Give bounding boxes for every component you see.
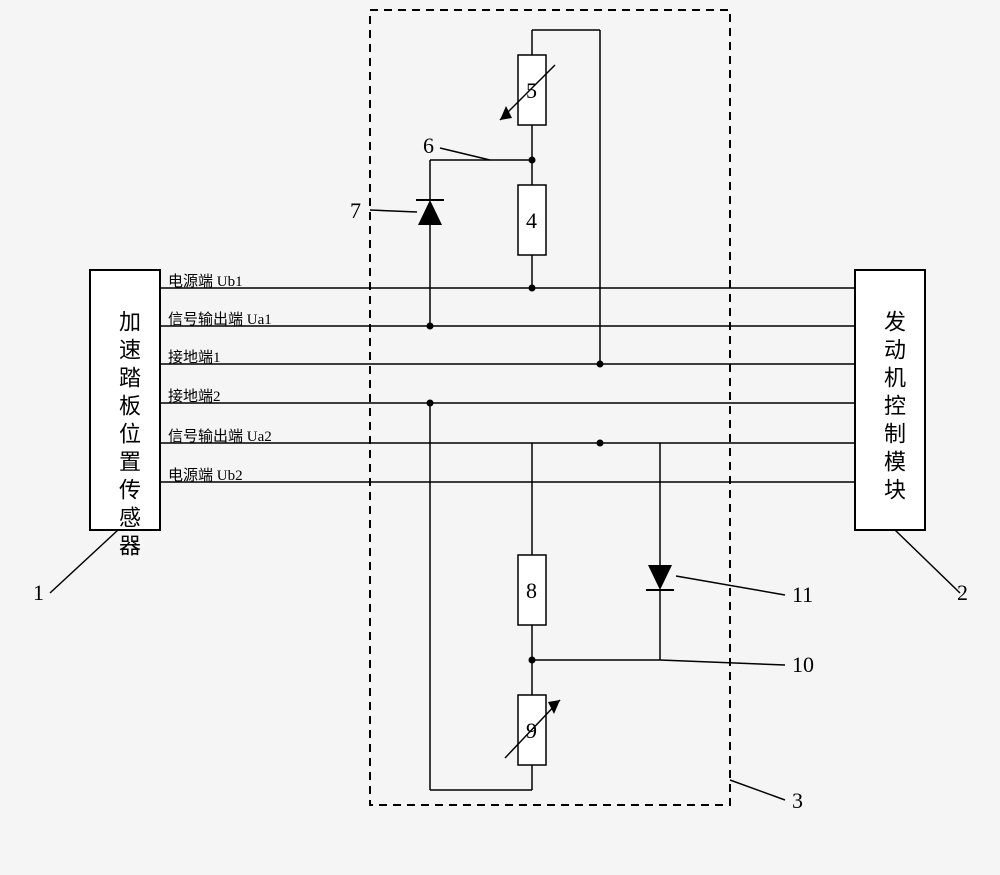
callout-11: 11 <box>792 582 813 608</box>
callout-5: 5 <box>526 78 537 104</box>
diode-7-triangle <box>418 200 442 225</box>
callout-2-line <box>895 530 960 593</box>
callout-4: 4 <box>526 208 537 234</box>
label-ub1: 电源端 Ub1 <box>168 270 243 291</box>
callout-3: 3 <box>792 788 803 814</box>
r5-arrow-head <box>500 106 512 120</box>
callout-6-line <box>440 148 490 160</box>
node-r4-on-ub1 <box>529 285 536 292</box>
diagram-canvas: { "left_block": { "label": "加速踏板位置传感器", … <box>0 0 1000 875</box>
r9-arrow-head <box>548 700 560 714</box>
label-ua2: 信号输出端 Ua2 <box>168 425 272 446</box>
right-block-label: 发动机控制模块 <box>877 310 909 506</box>
left-block-label: 加速踏板位置传感器 <box>112 310 144 562</box>
label-ub2: 电源端 Ub2 <box>168 464 243 485</box>
callout-8: 8 <box>526 578 537 604</box>
diode-11-triangle <box>648 565 672 590</box>
node-gnd2 <box>427 400 434 407</box>
callout-2: 2 <box>957 580 968 606</box>
callout-1-line <box>50 530 118 593</box>
label-gnd2: 接地端2 <box>168 385 221 406</box>
node-ua2 <box>597 440 604 447</box>
label-gnd1: 接地端1 <box>168 346 221 367</box>
callout-10: 10 <box>792 652 814 678</box>
callout-1: 1 <box>33 580 44 606</box>
node-d7-on-ua1 <box>427 323 434 330</box>
callout-3-line <box>730 780 785 800</box>
callout-7-line <box>370 210 417 212</box>
callout-9: 9 <box>526 718 537 744</box>
callout-7: 7 <box>350 198 361 224</box>
callout-10-line <box>660 660 785 665</box>
dashed-box <box>370 10 730 805</box>
node-gnd1 <box>597 361 604 368</box>
label-ua1: 信号输出端 Ua1 <box>168 308 272 329</box>
callout-6: 6 <box>423 133 434 159</box>
circuit-svg <box>0 0 1000 875</box>
